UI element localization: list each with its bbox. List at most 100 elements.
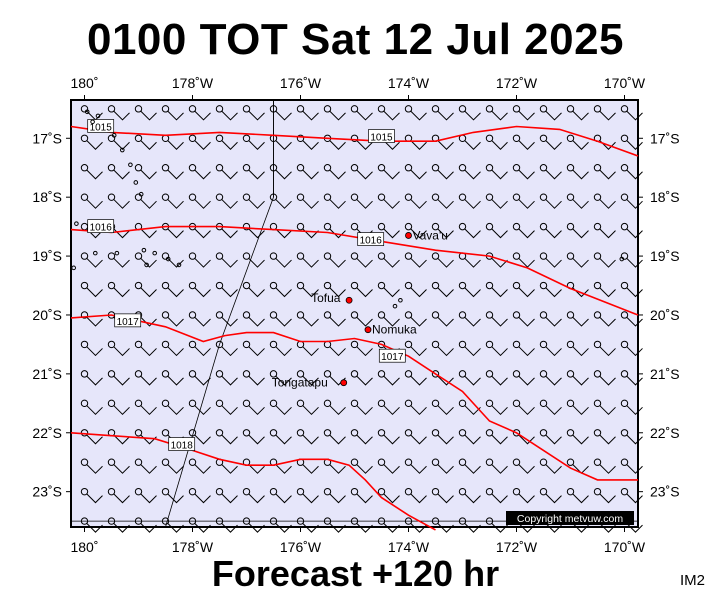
wind-barb [215, 134, 238, 150]
wind-barb [539, 370, 562, 386]
wind-barb [161, 193, 184, 209]
wind-barb [593, 370, 616, 386]
axis-ticks: 180˚ 180˚ 178˚W 178˚W 176˚W 176˚W 174˚W 174˚W 17… [32, 75, 679, 555]
wind-barb [80, 399, 103, 416]
svg-text:1017: 1017 [117, 317, 140, 328]
place-marker: Tongatapu [272, 376, 348, 390]
isobar-line [70, 432, 436, 531]
lat-label-right: 23˚S [650, 484, 680, 500]
wind-barb [485, 340, 508, 357]
island-outline [144, 262, 149, 268]
wind-barb [458, 311, 481, 327]
wind-barb [80, 252, 103, 268]
wind-barb [404, 370, 427, 386]
island-outline [84, 109, 90, 115]
wind-barb [134, 370, 157, 386]
wind-barb [431, 458, 454, 474]
wind-barb [80, 311, 103, 327]
wind-barb [593, 340, 616, 357]
wind-barb [620, 370, 643, 386]
wind-barb [593, 252, 616, 268]
wind-barb [296, 429, 319, 445]
wind-barb [134, 458, 157, 474]
wind-barb [269, 429, 292, 445]
wind-barb [404, 281, 427, 298]
wind-barb [323, 399, 346, 416]
wind-barb [620, 311, 643, 327]
wind-barb [566, 134, 589, 150]
island-outline [176, 262, 182, 268]
svg-text:1015: 1015 [90, 123, 113, 134]
isobar-label: 1015 [368, 129, 395, 144]
wind-barb [188, 252, 211, 268]
lat-label-right: 18˚S [650, 189, 680, 205]
wind-barb [593, 105, 616, 121]
wind-barb [350, 429, 373, 445]
wind-barb [215, 429, 238, 445]
wind-barb [269, 281, 292, 298]
wind-barb [458, 429, 481, 445]
wind-barb [161, 370, 184, 386]
wind-barb [134, 340, 157, 357]
lat-label-left: 17˚S [32, 130, 62, 146]
wind-barb [350, 311, 373, 327]
place-name: Tofua [311, 291, 341, 305]
wind-barb [620, 222, 643, 239]
wind-barb [215, 399, 238, 416]
wind-barb [350, 164, 373, 180]
wind-barb [512, 134, 535, 150]
wind-barb [512, 458, 535, 474]
isobars: 1015 1015 1016 1016 1017 1017 1018 [70, 119, 639, 531]
wind-barb [296, 164, 319, 180]
wind-barb [377, 487, 400, 504]
wind-barb [161, 399, 184, 416]
place-marker: Nomuka [364, 323, 417, 337]
wind-barb [296, 399, 319, 416]
wind-barb [323, 429, 346, 445]
wind-barb [539, 222, 562, 239]
island-outline [120, 147, 125, 153]
lon-label-bottom: 176˚W [280, 539, 322, 555]
island-outline [71, 265, 76, 271]
wind-barb [620, 458, 643, 474]
wind-barb [296, 311, 319, 327]
wind-barb [161, 105, 184, 121]
svg-text:1016: 1016 [360, 236, 383, 247]
wind-barb [242, 105, 265, 121]
wind-barb [215, 340, 238, 357]
wind-barb [188, 399, 211, 416]
island-outline [74, 221, 79, 226]
wind-barb [296, 370, 319, 386]
wind-barb [296, 134, 319, 150]
forecast-title: 0100 TOT Sat 12 Jul 2025 [86, 15, 625, 64]
wind-barb [539, 105, 562, 121]
lon-label-top: 178˚W [172, 75, 214, 91]
svg-text:1018: 1018 [171, 441, 194, 452]
wind-barb [134, 399, 157, 416]
lon-label-top: 176˚W [280, 75, 322, 91]
wind-barb [242, 252, 265, 268]
wind-barb [80, 134, 103, 150]
wind-barb [404, 429, 427, 445]
island-outline [619, 256, 625, 262]
wind-barb [107, 193, 130, 209]
wind-barb [620, 164, 643, 180]
wind-barb [134, 164, 157, 180]
wind-barb [431, 370, 454, 386]
wind-barb [512, 399, 535, 416]
wind-barb [404, 340, 427, 357]
forecast-hour-label: Forecast +120 hr [211, 553, 500, 594]
wind-barb [620, 399, 643, 416]
wind-barb [242, 429, 265, 445]
wind-barb [593, 429, 616, 445]
wind-barb [107, 340, 130, 357]
wind-barb [350, 399, 373, 416]
wind-barb [134, 281, 157, 298]
wind-barb [593, 164, 616, 180]
lon-label-top: 172˚W [496, 75, 538, 91]
wind-barb [134, 105, 157, 121]
wind-barb [377, 105, 400, 121]
wind-barb [80, 487, 103, 504]
wind-barb [134, 487, 157, 504]
copyright-box: Copyright metvuw.com [506, 511, 634, 525]
